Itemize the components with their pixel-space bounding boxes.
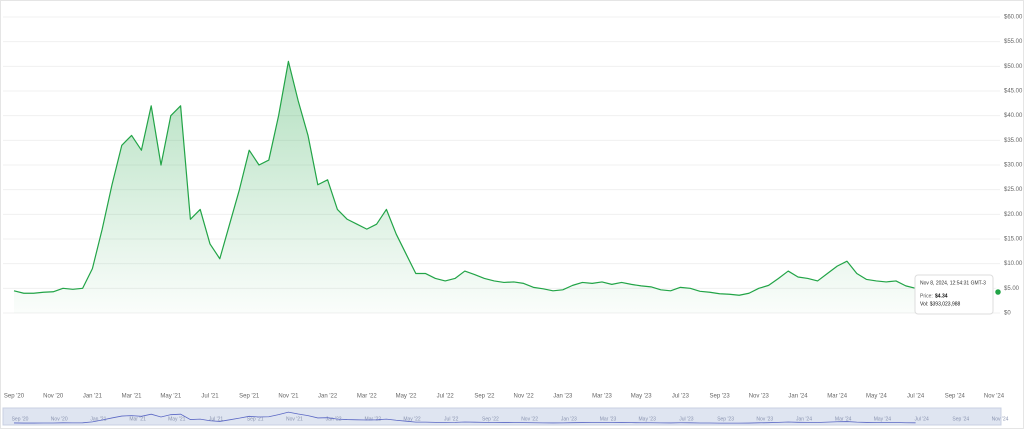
navigator-label: Mar '24 <box>835 416 852 422</box>
navigator-line <box>13 411 916 424</box>
x-tick-label: Jan '23 <box>553 394 573 400</box>
y-tick-label: $35.00 <box>1004 138 1023 144</box>
navigator-label: Nov '24 <box>992 416 1009 422</box>
y-tick-label: $25.00 <box>1004 187 1023 193</box>
navigator-label: Sep '23 <box>717 416 734 422</box>
x-tick-label: Jan '24 <box>788 394 808 400</box>
y-tick-label: $10.00 <box>1004 261 1023 267</box>
x-tick-label: Jul '23 <box>672 394 690 400</box>
y-tick-label: $60.00 <box>1004 15 1023 21</box>
x-tick-label: Nov '22 <box>514 394 535 400</box>
navigator-label: May '24 <box>874 416 892 422</box>
tooltip-box <box>914 274 994 315</box>
x-tick-label: Jan '21 <box>83 394 103 400</box>
y-tick-label: $30.00 <box>1004 163 1023 169</box>
x-tick-label: Jul '24 <box>907 394 925 400</box>
x-tick-label: Sep '22 <box>474 394 495 400</box>
tooltip: Nov 8, 2024, 12:54:31 GMT-3 Price: $4.34… <box>914 274 994 315</box>
navigator-label: Sep '20 <box>12 416 29 422</box>
navigator-label: May '23 <box>639 416 657 422</box>
x-tick-label: Jul '22 <box>437 394 455 400</box>
navigator-label: Sep '21 <box>247 416 264 422</box>
navigator-label: Nov '23 <box>756 416 773 422</box>
navigator-label: Sep '24 <box>952 416 969 422</box>
x-tick-label: Mar '24 <box>827 394 847 400</box>
x-tick-label: Sep '21 <box>239 394 260 400</box>
y-tick-label: $20.00 <box>1004 212 1023 218</box>
hover-dot <box>993 287 1003 297</box>
navigator-label: Nov '22 <box>521 416 538 422</box>
navigator-label: Jan '22 <box>326 416 342 422</box>
navigator-label: Jul '24 <box>914 416 929 422</box>
y-tick-label: $45.00 <box>1004 89 1023 95</box>
y-tick-label: $5.00 <box>1004 286 1020 292</box>
y-tick-label: $0 <box>1004 311 1011 317</box>
y-tick-label: $55.00 <box>1004 39 1023 45</box>
x-tick-label: Sep '24 <box>945 394 966 400</box>
navigator-label: Jul '22 <box>444 416 459 422</box>
x-tick-label: Nov '23 <box>749 394 770 400</box>
x-tick-label: May '22 <box>396 394 417 400</box>
navigator-label: Nov '21 <box>286 416 303 422</box>
x-tick-label: Mar '22 <box>357 394 377 400</box>
tooltip-price: $4.34 <box>935 293 948 299</box>
navigator-label: Mar '22 <box>365 416 382 422</box>
tooltip-date: Nov 8, 2024, 12:54:31 GMT-3 <box>920 280 986 286</box>
price-line <box>13 60 916 296</box>
navigator-label: May '22 <box>403 416 421 422</box>
y-tick-label: $15.00 <box>1004 237 1023 243</box>
tooltip-volume: Vol: $393,023,988 <box>920 301 961 307</box>
navigator-label: Jul '21 <box>209 416 224 422</box>
x-tick-label: May '23 <box>631 394 652 400</box>
x-tick-label: Mar '21 <box>122 394 142 400</box>
price-area <box>14 61 916 314</box>
x-tick-label: May '24 <box>866 394 887 400</box>
navigator-label: Mar '21 <box>129 416 146 422</box>
x-tick-label: Nov '24 <box>984 394 1005 400</box>
x-tick-label: Nov '20 <box>43 394 64 400</box>
x-tick-label: Mar '23 <box>592 394 612 400</box>
x-tick-label: Sep '20 <box>4 394 25 400</box>
navigator-label: Sep '22 <box>482 416 499 422</box>
navigator-label: May '21 <box>168 416 186 422</box>
navigator-label: Jan '23 <box>561 416 577 422</box>
y-tick-label: $50.00 <box>1004 64 1023 70</box>
x-tick-label: Nov '21 <box>278 394 299 400</box>
navigator-label: Nov '20 <box>51 416 68 422</box>
navigator-label: Mar '23 <box>600 416 617 422</box>
y-tick-label: $40.00 <box>1004 113 1023 119</box>
navigator-label: Jan '24 <box>796 416 812 422</box>
x-tick-label: Jul '21 <box>201 394 219 400</box>
tooltip-price-label: Price: <box>920 293 933 299</box>
navigator-label: Jul '23 <box>679 416 694 422</box>
navigator-label: Jan '21 <box>90 416 106 422</box>
navigator[interactable] <box>2 407 1002 426</box>
x-tick-label: Sep '23 <box>710 394 731 400</box>
x-tick-label: May '21 <box>160 394 181 400</box>
x-tick-label: Jan '22 <box>318 394 338 400</box>
